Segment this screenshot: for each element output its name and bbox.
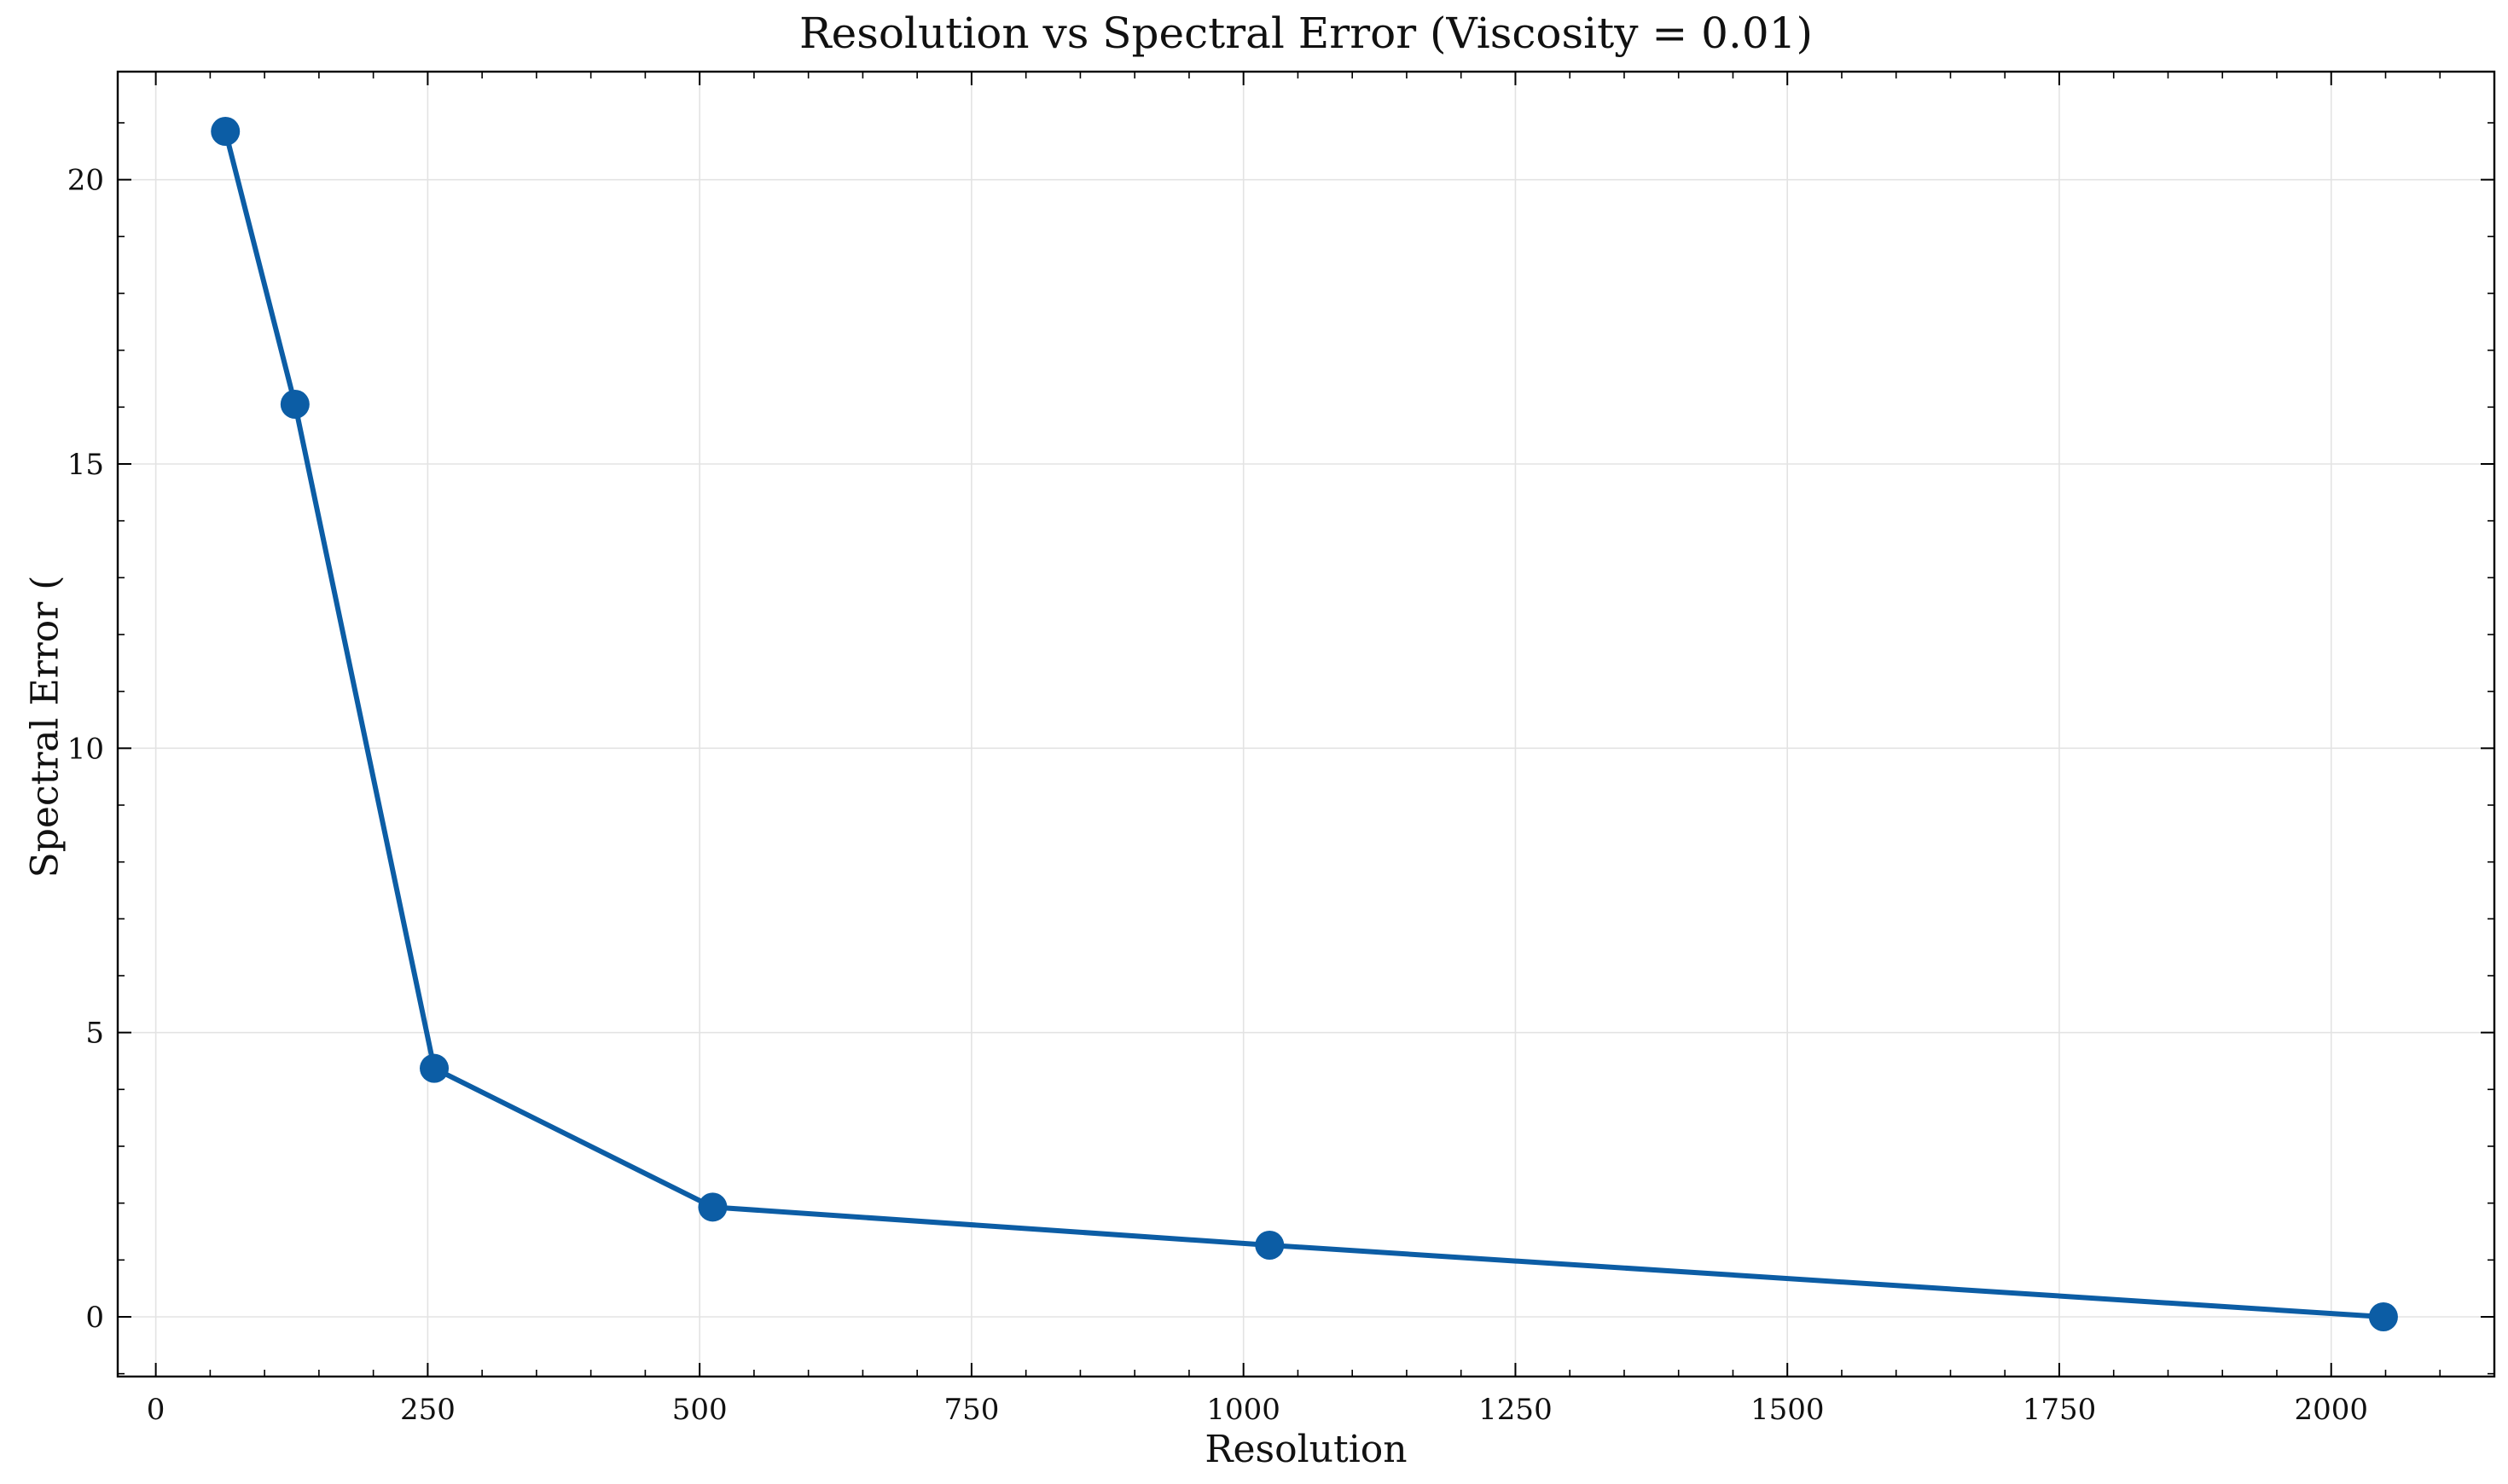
- data-series: [211, 117, 2398, 1331]
- data-point: [420, 1053, 450, 1083]
- y-tick-label: 0: [85, 1301, 104, 1335]
- x-tick-label: 750: [943, 1393, 999, 1427]
- data-point: [280, 390, 310, 419]
- x-tick-label: 1250: [1478, 1393, 1553, 1427]
- plot-frame: [116, 70, 2496, 1378]
- grid-lines: [118, 72, 2494, 1377]
- y-tick-label: 20: [67, 164, 104, 198]
- y-axis-label: Spectral Error (: [23, 576, 67, 878]
- x-axis-label: Resolution: [1205, 1428, 1407, 1471]
- x-tick-label: 1000: [1206, 1393, 1280, 1427]
- x-tick-label: 2000: [2294, 1393, 2368, 1427]
- x-tick-label: 250: [400, 1393, 456, 1427]
- chart-title: Resolution vs Spectral Error (Viscosity …: [799, 9, 1813, 58]
- x-tick-label: 0: [147, 1393, 165, 1427]
- x-tick-label: 1500: [1750, 1393, 1825, 1427]
- y-tick-label: 15: [67, 448, 104, 482]
- x-tick-label: 1750: [2023, 1393, 2097, 1427]
- tick-labels: 0 250 500 750 1000 1250 1500 1750 2000 0 5 10 15 20: [67, 164, 2368, 1427]
- data-point: [1255, 1231, 1285, 1260]
- data-point: [698, 1192, 728, 1222]
- data-point: [211, 117, 241, 146]
- series-line: [223, 129, 2386, 1319]
- y-tick-label: 5: [85, 1017, 104, 1051]
- y-tick-label: 10: [67, 732, 104, 766]
- x-tick-label: 500: [672, 1393, 728, 1427]
- axis-ticks: [118, 72, 2495, 1377]
- data-point: [2368, 1302, 2398, 1331]
